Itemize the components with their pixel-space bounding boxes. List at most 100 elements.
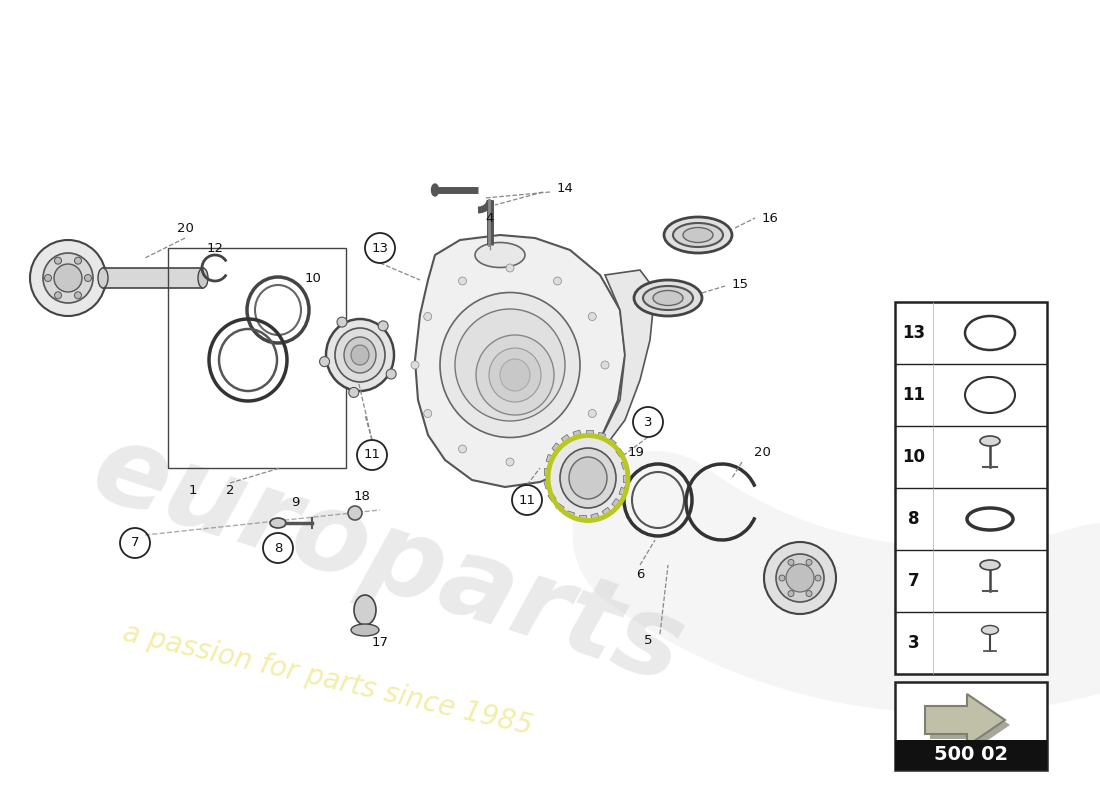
Circle shape [506, 264, 514, 272]
Polygon shape [925, 694, 1005, 746]
Text: 10: 10 [305, 271, 321, 285]
Ellipse shape [980, 436, 1000, 446]
Bar [895, 740, 1047, 770]
Ellipse shape [336, 328, 385, 382]
Ellipse shape [653, 290, 683, 306]
Circle shape [378, 321, 388, 331]
Circle shape [55, 292, 62, 299]
Ellipse shape [644, 286, 693, 310]
Ellipse shape [476, 335, 554, 415]
Text: a passion for parts since 1985: a passion for parts since 1985 [120, 619, 536, 741]
Text: 3: 3 [644, 415, 652, 429]
Text: 9: 9 [290, 497, 299, 510]
Circle shape [776, 554, 824, 602]
Text: 19: 19 [628, 446, 645, 459]
Bar [895, 302, 1047, 674]
Bar [561, 434, 570, 442]
Ellipse shape [560, 448, 616, 508]
Circle shape [806, 590, 812, 597]
Bar [591, 513, 600, 520]
Polygon shape [600, 270, 654, 440]
Ellipse shape [326, 319, 394, 391]
Text: 8: 8 [274, 542, 283, 554]
Text: 13: 13 [902, 324, 925, 342]
Circle shape [386, 369, 396, 379]
Ellipse shape [351, 345, 369, 365]
Circle shape [348, 506, 362, 520]
Bar [586, 430, 593, 435]
Ellipse shape [569, 457, 607, 499]
Bar [623, 475, 628, 482]
Ellipse shape [440, 293, 580, 438]
Bar [546, 454, 553, 462]
Ellipse shape [981, 626, 999, 634]
Circle shape [75, 257, 81, 264]
Circle shape [506, 458, 514, 466]
Ellipse shape [455, 309, 565, 421]
Text: 1: 1 [189, 483, 197, 497]
Circle shape [553, 445, 561, 453]
Text: europarts: europarts [80, 414, 697, 706]
Text: 8: 8 [909, 510, 920, 528]
Bar [612, 498, 620, 507]
Circle shape [588, 313, 596, 321]
Text: 3: 3 [909, 634, 920, 652]
Circle shape [55, 257, 62, 264]
Ellipse shape [431, 184, 439, 196]
Circle shape [806, 559, 812, 566]
Circle shape [764, 542, 836, 614]
Polygon shape [415, 235, 625, 487]
Text: 13: 13 [372, 242, 388, 254]
Circle shape [337, 317, 346, 327]
Bar [607, 438, 616, 446]
Text: 4: 4 [486, 211, 494, 225]
Circle shape [779, 575, 785, 581]
Ellipse shape [980, 560, 1000, 570]
Ellipse shape [548, 435, 628, 521]
Bar [544, 468, 549, 475]
Text: 11: 11 [902, 386, 925, 404]
Ellipse shape [500, 359, 530, 391]
Circle shape [30, 240, 106, 316]
Text: 20: 20 [177, 222, 194, 234]
Ellipse shape [98, 268, 108, 288]
Text: 2: 2 [226, 483, 234, 497]
Bar [168, 248, 346, 468]
Ellipse shape [270, 518, 286, 528]
Polygon shape [930, 699, 1010, 751]
Circle shape [85, 274, 91, 282]
Text: 17: 17 [372, 637, 388, 650]
Circle shape [44, 274, 52, 282]
Ellipse shape [354, 595, 376, 625]
Text: 15: 15 [732, 278, 748, 291]
Ellipse shape [198, 268, 208, 288]
Text: 7: 7 [131, 537, 140, 550]
Bar [103, 268, 204, 288]
Text: 20: 20 [754, 446, 770, 459]
Circle shape [54, 264, 82, 292]
Text: 10: 10 [902, 448, 925, 466]
Bar [895, 682, 1047, 770]
Text: 18: 18 [353, 490, 371, 503]
Bar [764, 569, 814, 587]
Circle shape [75, 292, 81, 299]
Circle shape [43, 253, 94, 303]
Ellipse shape [490, 348, 541, 402]
Bar [579, 515, 586, 520]
Bar [602, 507, 610, 515]
Text: 16: 16 [761, 211, 779, 225]
Bar [573, 430, 581, 437]
Bar [621, 461, 628, 470]
Ellipse shape [664, 217, 732, 253]
Text: 12: 12 [207, 242, 223, 254]
Ellipse shape [351, 624, 380, 636]
Circle shape [788, 559, 794, 566]
Ellipse shape [475, 242, 525, 267]
Circle shape [786, 564, 814, 592]
Bar [597, 432, 606, 439]
Circle shape [601, 361, 609, 369]
Text: 7: 7 [909, 572, 920, 590]
Text: 500 02: 500 02 [934, 746, 1008, 765]
Ellipse shape [683, 227, 713, 242]
Bar [566, 511, 574, 518]
